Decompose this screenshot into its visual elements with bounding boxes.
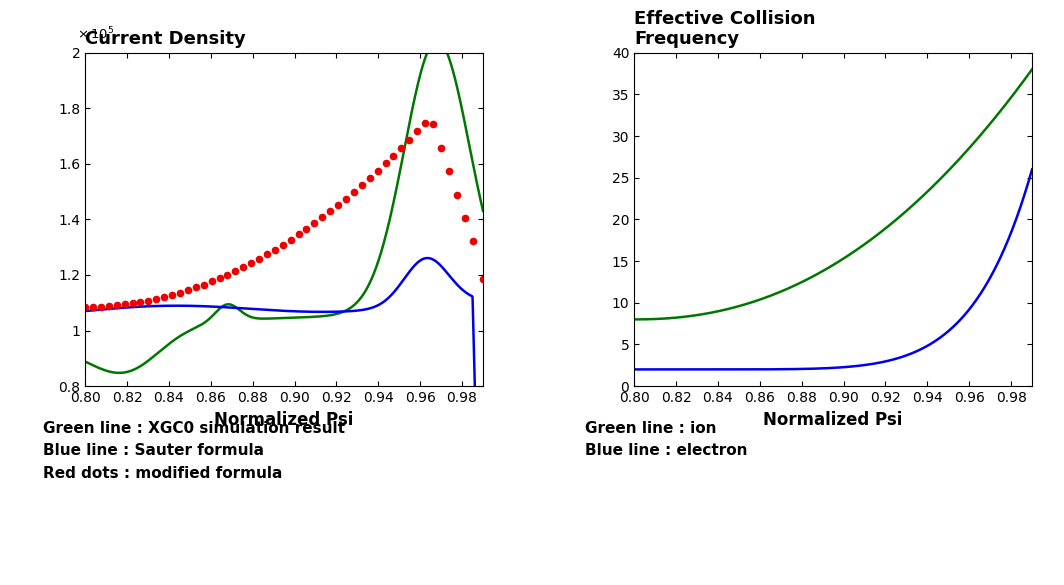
X-axis label: Normalized Psi: Normalized Psi (214, 411, 353, 429)
X-axis label: Normalized Psi: Normalized Psi (764, 411, 903, 429)
Text: Effective Collision
Frequency: Effective Collision Frequency (634, 9, 816, 49)
Text: Green line : XGC0 simulation result
Blue line : Sauter formula
Red dots : modifi: Green line : XGC0 simulation result Blue… (43, 421, 345, 481)
Text: Green line : ion
Blue line : electron: Green line : ion Blue line : electron (585, 421, 748, 459)
Text: Current Density: Current Density (85, 30, 246, 49)
Text: $\times\,10^5$: $\times\,10^5$ (78, 26, 115, 43)
